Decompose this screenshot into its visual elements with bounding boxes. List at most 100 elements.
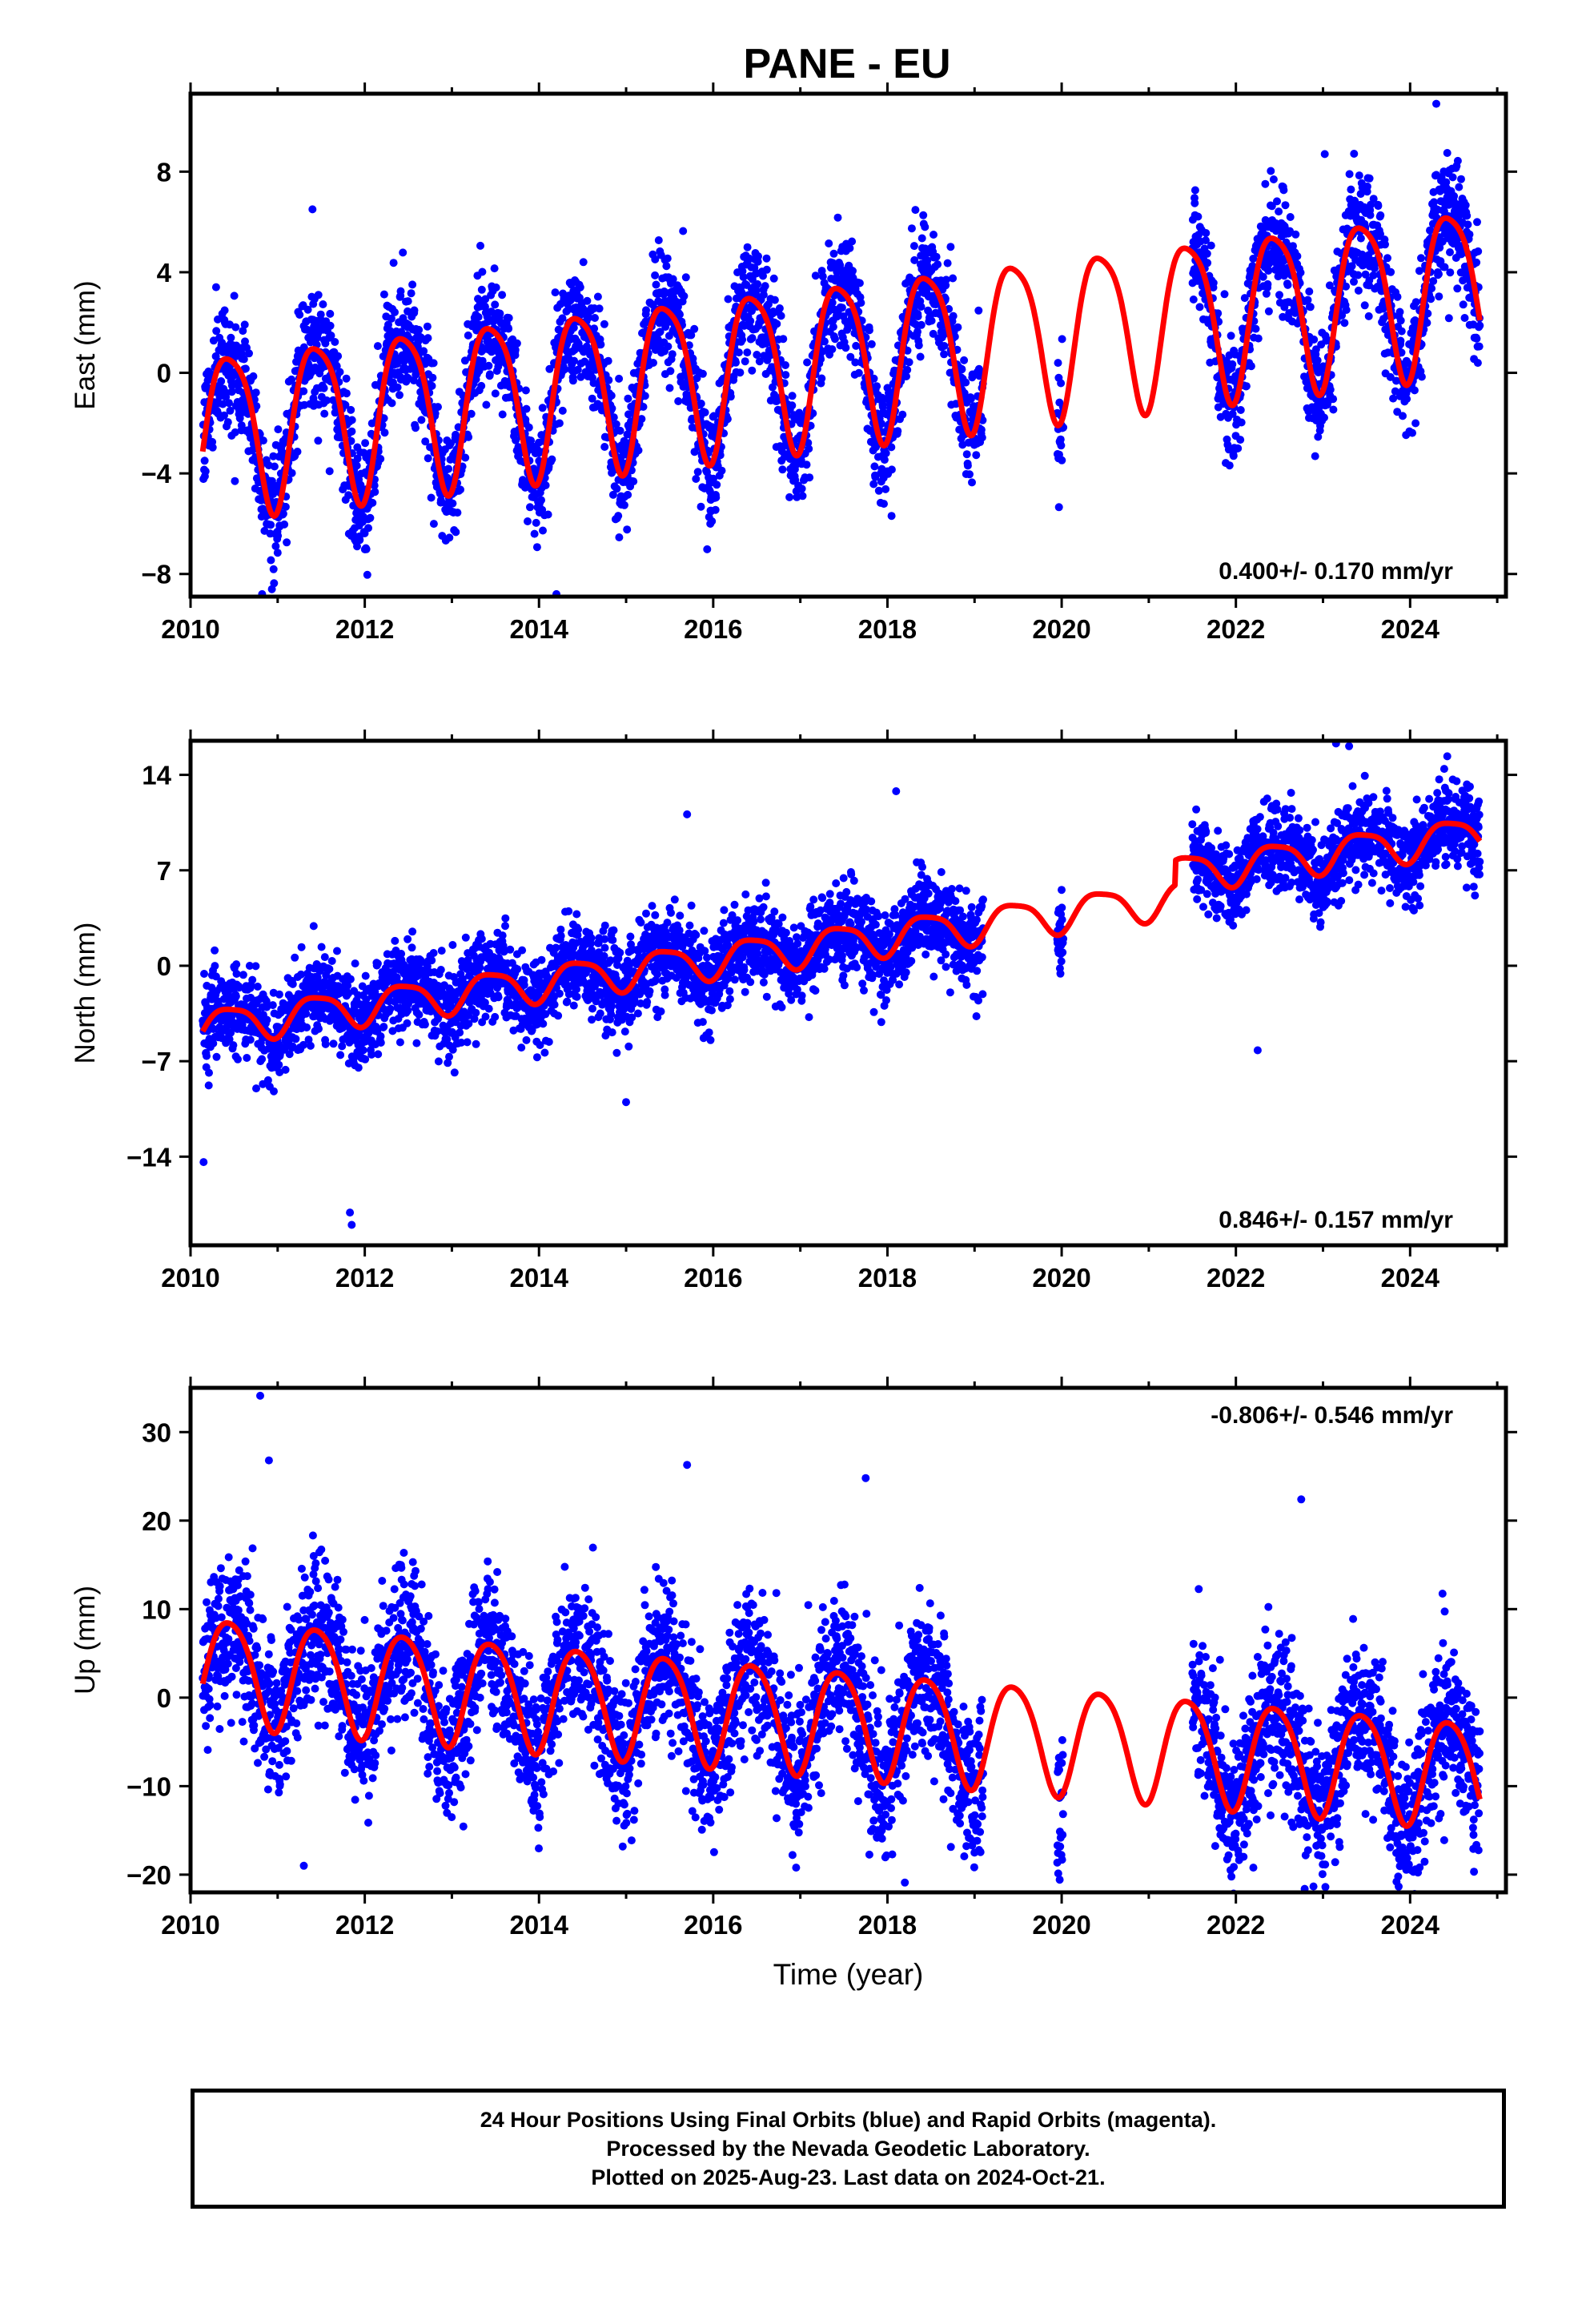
- data-point: [612, 485, 621, 493]
- data-point: [755, 357, 764, 366]
- data-point: [481, 295, 490, 304]
- data-point: [1396, 316, 1405, 325]
- data-point: [1251, 324, 1260, 333]
- data-point: [902, 372, 910, 380]
- data-point: [698, 369, 707, 378]
- data-point: [1242, 382, 1251, 391]
- data-point: [748, 334, 757, 343]
- data-point: [1417, 254, 1425, 263]
- data-point: [319, 384, 328, 392]
- data-point: [302, 1009, 311, 1018]
- data-point: [428, 381, 436, 390]
- data-point: [1311, 345, 1320, 354]
- data-point: [496, 309, 504, 318]
- data-point: [1225, 461, 1234, 470]
- data-point: [1347, 185, 1355, 194]
- data-point: [270, 1087, 278, 1096]
- data-point: [608, 404, 616, 412]
- data-point: [259, 436, 267, 445]
- data-point: [295, 311, 304, 319]
- data-point: [297, 943, 306, 951]
- data-point: [1263, 279, 1272, 288]
- data-point: [1313, 356, 1322, 364]
- data-point: [347, 405, 355, 414]
- data-point: [248, 975, 257, 984]
- data-point: [913, 328, 921, 336]
- data-point: [263, 1015, 271, 1024]
- data-point: [287, 468, 296, 477]
- data-point: [335, 368, 344, 376]
- data-point: [460, 356, 469, 365]
- data-point: [304, 1035, 313, 1044]
- data-point: [869, 374, 878, 383]
- data-point: [690, 324, 699, 333]
- data-point: [1269, 175, 1278, 183]
- data-point: [857, 299, 865, 308]
- plot-frame: [188, 91, 1508, 599]
- data-point: [225, 399, 233, 408]
- data-point: [511, 345, 520, 354]
- data-point: [604, 376, 613, 384]
- data-point: [829, 249, 838, 258]
- data-point: [231, 476, 239, 485]
- data-point: [1229, 452, 1238, 460]
- data-point: [319, 300, 327, 308]
- data-point: [421, 437, 430, 446]
- data-point: [833, 213, 842, 222]
- data-point: [370, 481, 379, 490]
- data-point: [1264, 307, 1273, 316]
- data-point: [399, 248, 408, 257]
- data-point: [239, 327, 247, 336]
- data-point: [539, 526, 547, 535]
- data-point: [798, 492, 807, 501]
- data-point: [615, 374, 624, 383]
- data-point: [203, 1051, 211, 1060]
- data-point: [227, 388, 236, 396]
- data-point: [917, 303, 926, 311]
- data-point: [1444, 314, 1453, 323]
- data-point: [946, 243, 955, 251]
- data-point: [867, 340, 876, 348]
- data-point: [464, 331, 472, 340]
- data-point: [386, 1004, 395, 1013]
- data-point: [923, 256, 932, 265]
- data-point: [1461, 201, 1470, 210]
- data-point: [1457, 175, 1465, 183]
- data-point: [852, 341, 861, 350]
- data-point: [532, 518, 540, 527]
- data-point: [805, 473, 814, 482]
- data-point: [1472, 334, 1481, 343]
- data-point: [253, 983, 262, 991]
- data-point: [1191, 186, 1199, 195]
- data-point: [334, 352, 343, 360]
- data-point: [234, 1055, 242, 1063]
- data-point: [240, 320, 249, 329]
- data-point: [1393, 292, 1402, 301]
- data-point: [942, 275, 950, 284]
- data-point: [943, 259, 952, 267]
- data-point: [649, 359, 657, 367]
- data-point: [642, 306, 650, 315]
- data-point: [662, 262, 671, 271]
- data-point: [347, 416, 356, 424]
- data-point: [1360, 301, 1369, 310]
- data-point: [391, 936, 400, 945]
- data-point: [762, 265, 771, 274]
- data-point: [746, 316, 755, 325]
- data-point: [245, 349, 253, 358]
- data-point: [1408, 428, 1416, 437]
- data-point: [881, 485, 890, 493]
- data-point: [802, 460, 811, 469]
- data-point: [1423, 309, 1432, 318]
- data-point: [1228, 360, 1237, 368]
- data-point: [905, 358, 913, 367]
- data-point: [492, 283, 500, 292]
- data-point: [968, 478, 976, 487]
- data-point: [1374, 202, 1383, 211]
- data-point: [311, 363, 319, 372]
- data-point: [231, 992, 240, 1000]
- data-point: [1364, 312, 1373, 320]
- y-axis-label: East (mm): [70, 280, 101, 409]
- data-point: [697, 400, 705, 408]
- data-point: [1366, 211, 1375, 219]
